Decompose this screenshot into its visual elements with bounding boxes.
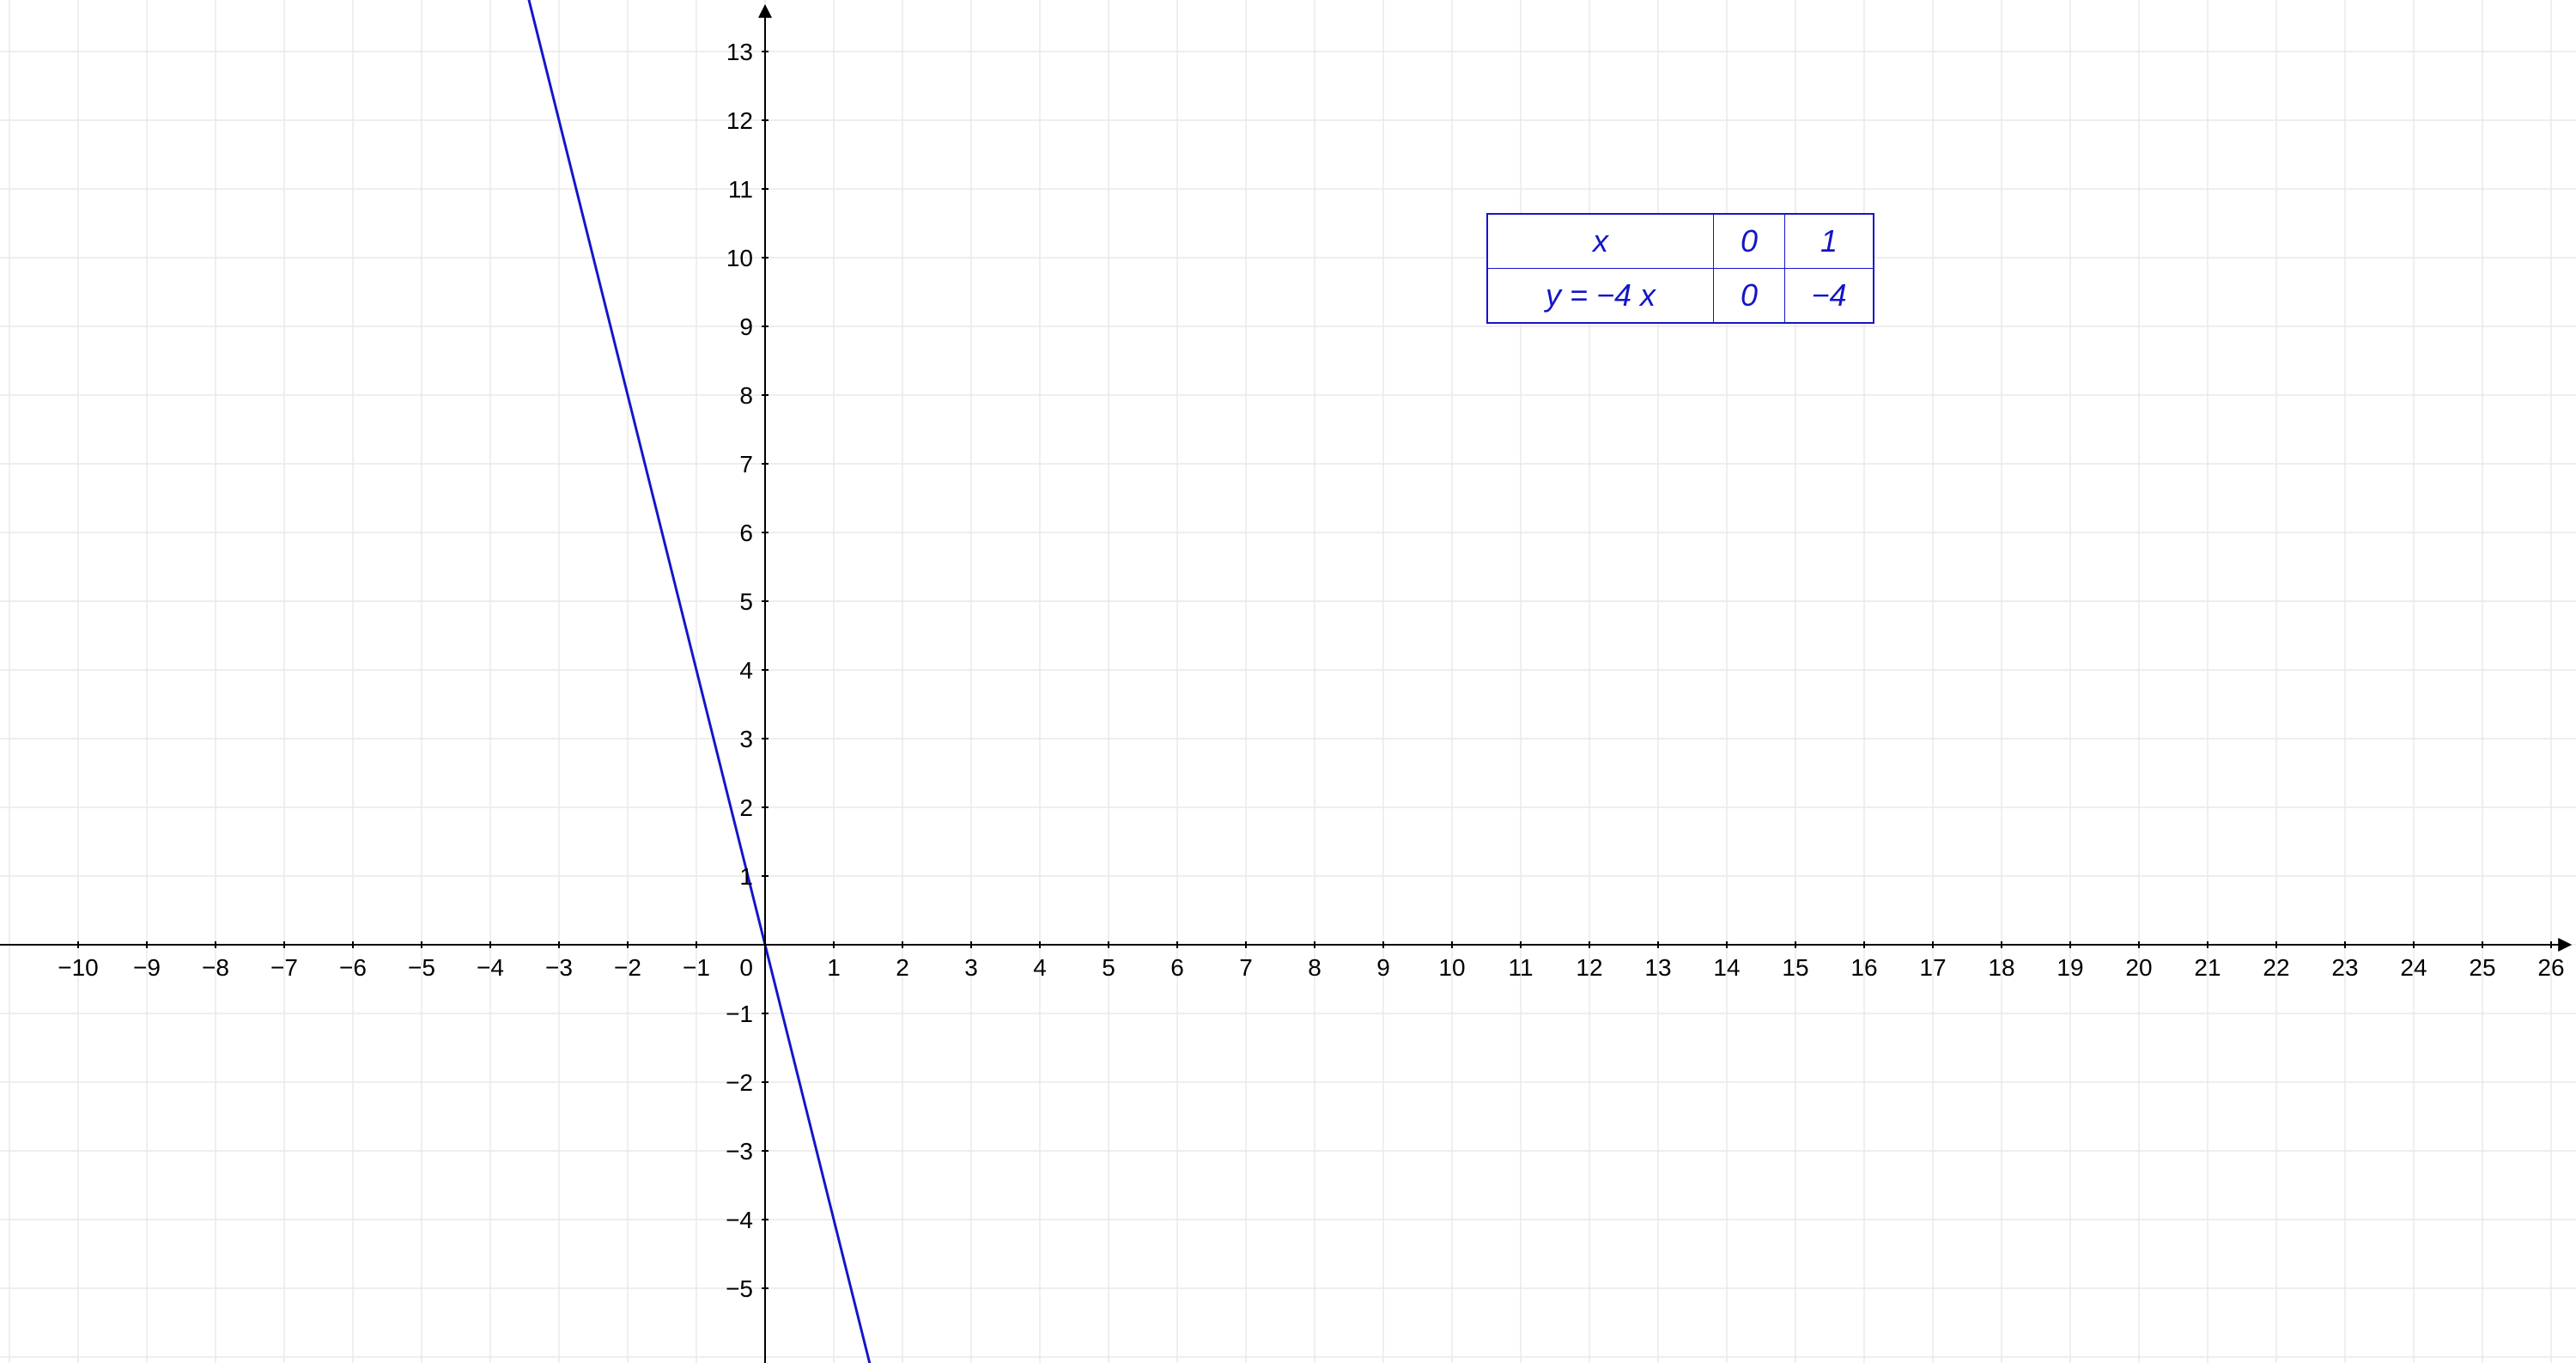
x-tick-label: −6 [339,954,367,981]
value-table-cell: x [1488,215,1714,269]
x-tick-label: 10 [1438,954,1465,981]
value-table-cell: 0 [1714,215,1785,269]
x-tick-label: 16 [1850,954,1877,981]
coordinate-plot: −10−9−8−7−6−5−4−3−2−11234567891011121314… [0,0,2576,1363]
value-table-cell: 0 [1714,269,1785,323]
y-tick-label: 3 [739,726,753,752]
x-tick-label: 14 [1713,954,1740,981]
x-tick-label: 8 [1308,954,1321,981]
x-tick-label: −5 [408,954,435,981]
function-line [3,0,2576,1363]
x-tick-label: 17 [1919,954,1946,981]
y-tick-label: 9 [739,313,753,340]
x-tick-label: 12 [1576,954,1602,981]
x-tick-label: 2 [896,954,909,981]
x-tick-label: 1 [827,954,841,981]
y-tick-label: 5 [739,588,753,615]
x-tick-label: 24 [2400,954,2427,981]
x-tick-label: 19 [2057,954,2083,981]
x-tick-label: −3 [545,954,573,981]
x-tick-label: 22 [2263,954,2289,981]
value-table: x 0 1 y = −4 x 0 −4 [1486,213,1874,324]
y-tick-label: −1 [726,1001,753,1027]
x-tick-label: −10 [58,954,99,981]
y-tick-label: 4 [739,657,753,684]
x-tick-label: 20 [2125,954,2152,981]
value-table-cell: y = −4 x [1488,269,1714,323]
x-tick-label: 11 [1508,954,1533,981]
value-table-cell: 1 [1785,215,1874,269]
y-tick-label: −5 [726,1275,753,1302]
x-tick-label: −7 [270,954,298,981]
y-tick-label: 11 [728,176,753,203]
x-tick-label: −4 [477,954,504,981]
x-tick-label: 4 [1033,954,1047,981]
x-tick-label: −9 [133,954,161,981]
grid [0,0,2576,1363]
y-tick-label: 10 [726,245,753,271]
value-table-cell: −4 [1785,269,1874,323]
x-tick-label: −8 [202,954,229,981]
y-tick-label: 13 [726,39,753,65]
y-tick-label: −3 [726,1138,753,1165]
x-tick-label: 23 [2331,954,2358,981]
x-tick-label: 9 [1376,954,1390,981]
y-tick-label: 2 [739,794,753,821]
x-tick-label: 13 [1644,954,1671,981]
y-tick-label: 12 [726,107,753,134]
y-tick-label: 8 [739,382,753,409]
x-tick-label: 18 [1988,954,2014,981]
x-tick-label: 3 [964,954,978,981]
x-tick-label: 6 [1170,954,1184,981]
x-tick-label: 26 [2537,954,2564,981]
x-tick-label: −1 [683,954,710,981]
x-tick-label: 7 [1239,954,1253,981]
x-tick-label: 25 [2469,954,2495,981]
x-tick-label: 15 [1782,954,1808,981]
y-tick-label: 7 [739,451,753,478]
x-tick-label: −2 [614,954,641,981]
x-tick-label: 5 [1102,954,1115,981]
x-tick-label: 21 [2194,954,2221,981]
y-tick-label: −2 [726,1069,753,1096]
y-tick-label: −4 [726,1207,753,1233]
y-tick-label: 1 [739,863,753,890]
y-tick-label: 6 [739,520,753,546]
origin-label: 0 [739,954,753,981]
